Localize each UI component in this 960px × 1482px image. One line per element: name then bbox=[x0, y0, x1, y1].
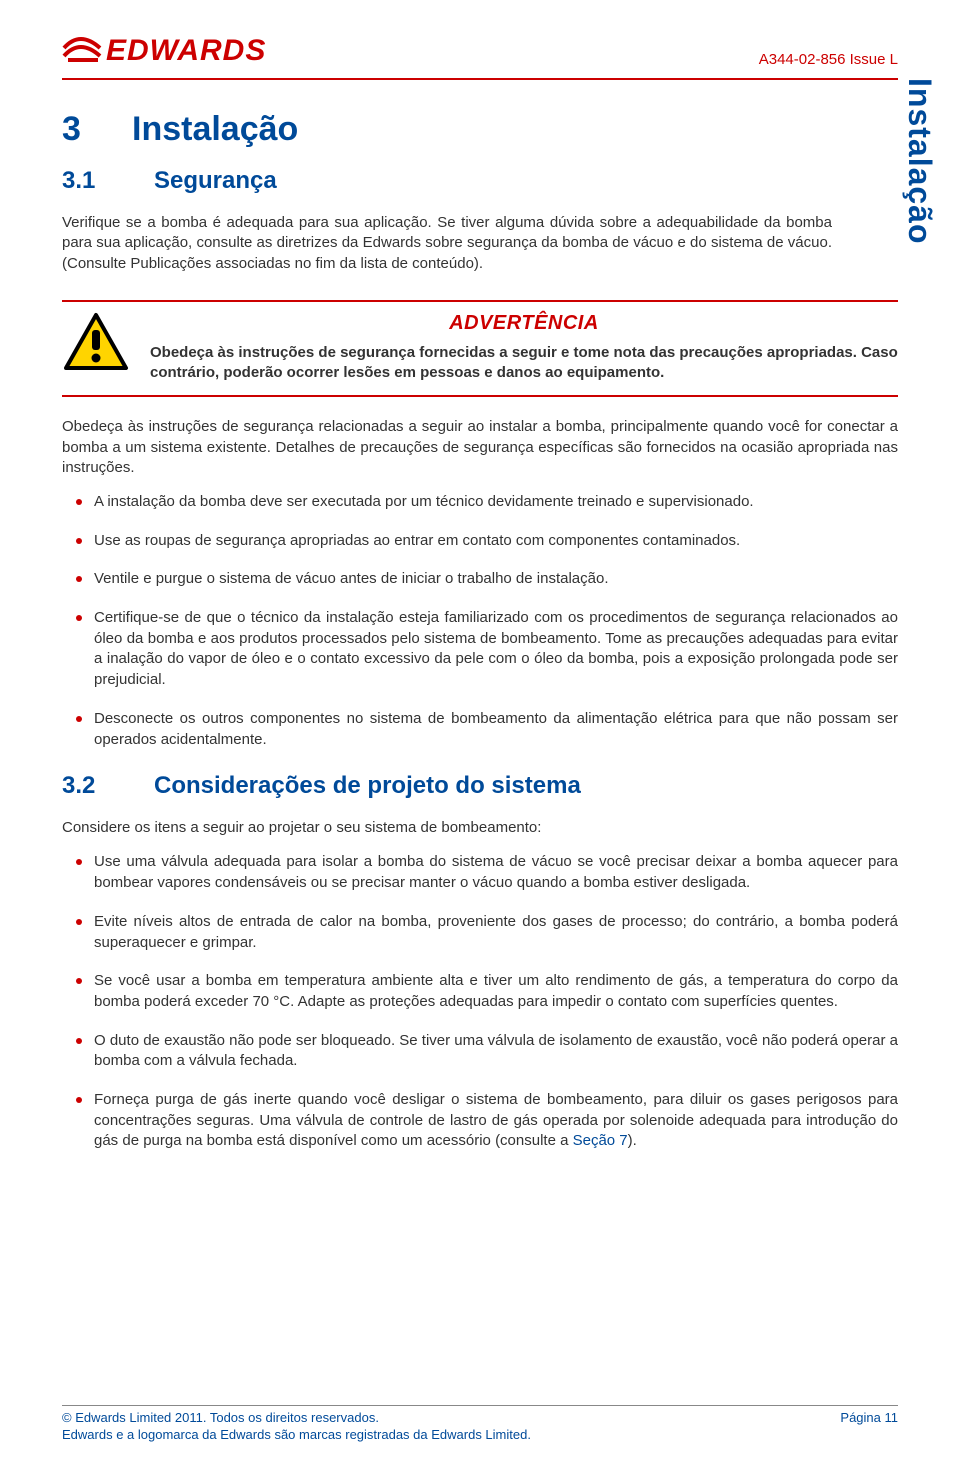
section-7-link[interactable]: Seção 7 bbox=[573, 1132, 628, 1149]
header-rule bbox=[62, 78, 898, 80]
subsection-number: 3.1 bbox=[62, 167, 154, 195]
logo-word: EDWARDS bbox=[106, 34, 266, 67]
list-item: Ventile e purgue o sistema de vácuo ante… bbox=[62, 569, 898, 590]
list-item: Use uma válvula adequada para isolar a b… bbox=[62, 852, 898, 893]
side-tab-label: Instalação bbox=[901, 78, 938, 245]
list-item: A instalação da bomba deve ser executada… bbox=[62, 492, 898, 513]
section-number: 3 bbox=[62, 110, 132, 149]
footer-rule bbox=[62, 1405, 898, 1406]
consider-paragraph: Considere os itens a seguir ao projetar … bbox=[62, 818, 898, 838]
warning-icon bbox=[62, 312, 130, 377]
warning-bottom-rule bbox=[62, 395, 898, 397]
page-header: EDWARDS A344-02-856 Issue L bbox=[62, 28, 898, 72]
design-bullet-list: Use uma válvula adequada para isolar a b… bbox=[62, 852, 898, 1152]
list-item: Evite níveis altos de entrada de calor n… bbox=[62, 912, 898, 953]
subsection-heading: 3.1Segurança bbox=[62, 167, 898, 195]
document-id: A344-02-856 Issue L bbox=[759, 51, 898, 68]
warning-box: ADVERTÊNCIA Obedeça às instruções de seg… bbox=[62, 300, 898, 398]
list-item: Forneça purga de gás inerte quando você … bbox=[62, 1090, 898, 1152]
list-item: Use as roupas de segurança apropriadas a… bbox=[62, 531, 898, 552]
subsection-title: Segurança bbox=[154, 167, 277, 194]
section-title: Instalação bbox=[132, 110, 298, 148]
safety-bullet-list: A instalação da bomba deve ser executada… bbox=[62, 492, 898, 750]
list-item: Se você usar a bomba em temperatura ambi… bbox=[62, 971, 898, 1012]
page-footer: © Edwards Limited 2011. Todos os direito… bbox=[62, 1405, 898, 1442]
footer-trademark: Edwards e a logomarca da Edwards são mar… bbox=[62, 1427, 898, 1442]
footer-copyright: © Edwards Limited 2011. Todos os direito… bbox=[62, 1410, 379, 1425]
list-item: Certifique-se de que o técnico da instal… bbox=[62, 608, 898, 691]
footer-page-number: Página 11 bbox=[840, 1410, 898, 1425]
subsection-title: Considerações de projeto do sistema bbox=[154, 772, 581, 799]
list-item: O duto de exaustão não pode ser bloquead… bbox=[62, 1031, 898, 1072]
after-warning-paragraph: Obedeça às instruções de segurança relac… bbox=[62, 417, 898, 478]
brand-logo: EDWARDS bbox=[62, 28, 292, 68]
subsection-number: 3.2 bbox=[62, 772, 154, 800]
subsection-heading: 3.2Considerações de projeto do sistema bbox=[62, 772, 898, 800]
section-heading: 3Instalação bbox=[62, 110, 898, 149]
list-item: Desconecte os outros componentes no sist… bbox=[62, 709, 898, 750]
warning-title: ADVERTÊNCIA bbox=[150, 312, 898, 335]
intro-paragraph: Verifique se a bomba é adequada para sua… bbox=[62, 213, 832, 274]
warning-body: Obedeça às instruções de segurança forne… bbox=[150, 343, 898, 384]
